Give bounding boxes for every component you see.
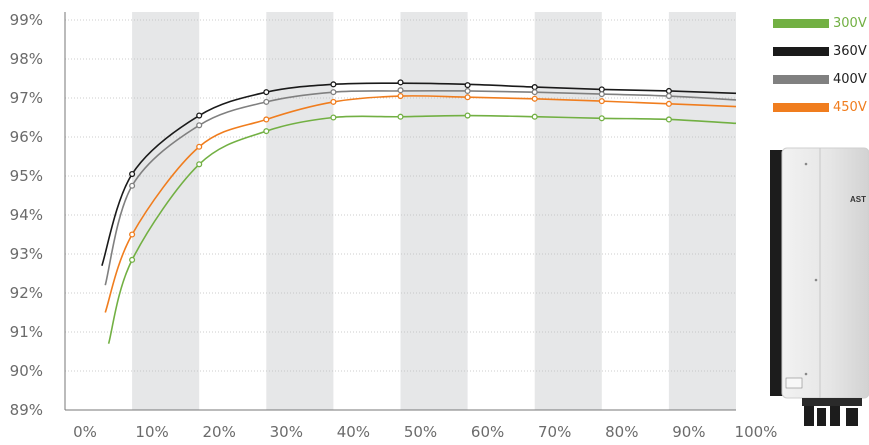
legend-swatch-360v [773,46,829,56]
chart-legend: 300V 360V 400V 450V [773,9,867,121]
legend-item-400v: 400V [773,65,867,93]
inverter-connector [830,406,840,426]
series-marker-300v [330,114,337,121]
x-tick-label: 90% [672,423,705,441]
series-marker-450v [330,98,337,105]
chart-axes [64,12,736,411]
series-marker-360v [129,171,136,178]
x-tick-label: 40% [337,423,370,441]
series-marker-300v [531,113,538,120]
x-tick-label: 60% [471,423,504,441]
x-tick-label: 80% [605,423,638,441]
series-marker-400v [464,87,471,95]
inverter-illustration: AST [770,147,869,426]
y-tick-label: 91% [10,323,43,341]
series-marker-300v [665,116,672,123]
y-tick-label: 99% [10,11,43,29]
series-marker-300v [196,161,203,168]
x-tick-label: 0% [73,423,97,441]
series-marker-450v [464,94,471,101]
series-marker-300v [464,112,471,119]
chart-gridlines [65,19,736,372]
y-tick-label: 98% [10,50,43,68]
chart-band [534,12,602,410]
series-marker-450v [397,93,404,100]
legend-item-360v: 360V [773,37,867,65]
chart-ticks: 99% 98% 97% 96% 95% 94% 93% 92% 91% 90% 89% 0% 10% 20… [10,11,778,441]
inverter-screw-icon [814,278,818,282]
series-marker-300v [598,115,605,122]
legend-item-450v: 450V [773,93,867,121]
series-marker-400v [196,122,203,129]
legend-swatch-300v [773,18,829,28]
series-marker-360v [464,82,471,89]
y-tick-label: 92% [10,284,43,302]
y-tick-label: 94% [10,206,43,224]
x-tick-label: 70% [538,423,571,441]
series-marker-360v [531,84,538,91]
series-marker-360v [665,87,672,95]
series-line-400v [104,90,737,286]
series-marker-300v [263,128,270,135]
y-tick-label: 90% [10,362,43,380]
y-tick-label: 89% [10,401,43,419]
inverter-screw-icon [804,372,808,376]
inverter-screw-icon [804,162,808,166]
series-marker-300v [129,256,136,263]
series-marker-400v [531,89,538,96]
series-marker-360v [397,79,404,86]
legend-label-360v: 360V [833,43,867,59]
series-marker-400v [330,89,337,96]
inverter-label-plate [785,377,803,389]
y-tick-label: 95% [10,167,43,185]
x-tick-label: 10% [135,423,168,441]
legend-swatch-450v [773,102,829,112]
legend-item-300v: 300V [773,9,867,37]
y-tick-label: 96% [10,128,43,146]
series-marker-360v [263,89,270,96]
series-marker-450v [598,98,605,105]
chart-band [266,12,334,410]
inverter-connector [817,408,826,426]
series-line-450v [104,95,737,313]
series-marker-400v [263,98,270,105]
x-tick-label: 30% [270,423,303,441]
series-marker-300v [397,113,404,120]
series-line-300v [107,114,737,344]
y-tick-label: 97% [10,89,43,107]
series-marker-450v [263,116,270,123]
x-tick-label: 100% [735,423,778,441]
inverter-logo: AST [850,195,866,204]
inverter-connector [804,404,814,426]
series-marker-450v [129,231,136,238]
chart-band [668,12,736,410]
series-marker-400v [665,93,672,100]
legend-label-400v: 400V [833,71,867,87]
x-tick-label: 20% [203,423,236,441]
y-tick-label: 93% [10,245,43,263]
series-marker-400v [397,87,404,94]
series-marker-400v [598,91,605,98]
chart-series-markers [129,79,672,263]
inverter-connector [846,408,858,426]
inverter-front-panel [781,147,869,399]
series-marker-450v [196,143,203,150]
legend-label-300v: 300V [833,15,867,31]
legend-swatch-400v [773,74,829,84]
x-tick-label: 50% [404,423,437,441]
series-marker-360v [196,112,203,119]
chart-bands [132,12,736,410]
chart-band [132,12,200,410]
series-marker-450v [665,100,672,107]
series-marker-450v [531,95,538,102]
series-marker-360v [330,81,337,88]
series-marker-400v [129,182,136,189]
legend-label-450v: 450V [833,99,867,115]
chart-band [400,12,468,410]
